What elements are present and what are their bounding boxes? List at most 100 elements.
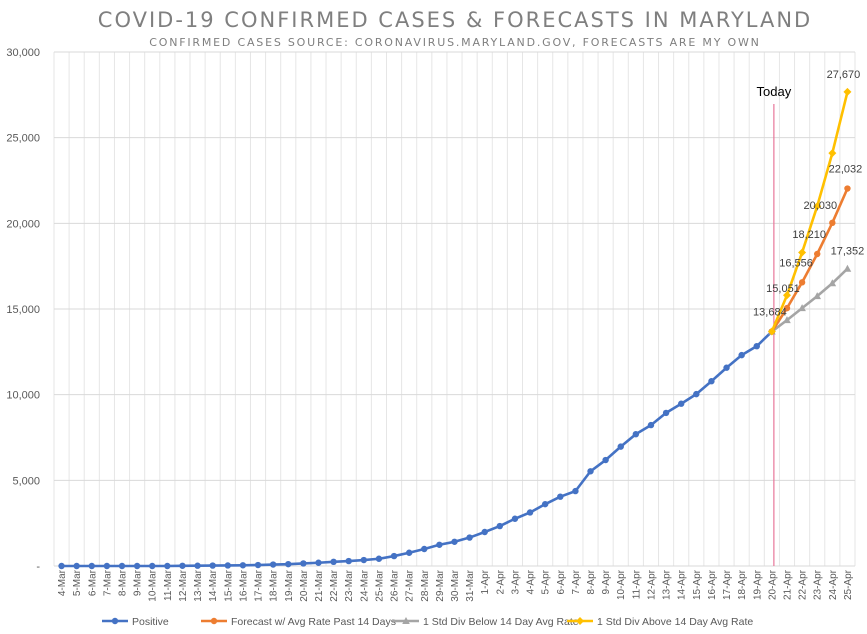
chart-title: COVID-19 CONFIRMED CASES & FORECASTS IN … bbox=[98, 8, 812, 32]
data-point bbox=[632, 430, 640, 438]
y-tick-label: 25,000 bbox=[6, 133, 40, 145]
data-point bbox=[330, 558, 337, 566]
data-point bbox=[58, 562, 65, 570]
data-point bbox=[511, 515, 519, 522]
x-tick-label: 4-Apr bbox=[526, 569, 537, 594]
data-label: 27,670 bbox=[827, 69, 861, 81]
x-tick-label: 19-Mar bbox=[284, 569, 295, 601]
data-point bbox=[118, 562, 126, 570]
y-axis: - 5,000 10,000 15,000 20,000 25,000 30,000 bbox=[6, 47, 40, 573]
x-tick-label: 22-Apr bbox=[798, 569, 809, 600]
y-tick-label: 30,000 bbox=[6, 47, 40, 59]
data-point bbox=[843, 264, 852, 272]
data-label: 18,210 bbox=[792, 229, 826, 241]
x-tick-label: 4-Mar bbox=[57, 569, 68, 596]
data-point bbox=[723, 364, 730, 371]
data-point bbox=[813, 202, 822, 211]
series-layer bbox=[58, 87, 852, 570]
y-tick-label: 5,000 bbox=[12, 475, 40, 487]
data-point bbox=[602, 456, 609, 464]
data-point bbox=[783, 316, 791, 324]
legend-label: 1 Std Div Below 14 Day Avg Rate bbox=[423, 616, 579, 628]
x-tick-label: 21-Mar bbox=[314, 569, 325, 601]
x-tick-label: 6-Apr bbox=[556, 569, 567, 594]
data-point bbox=[844, 185, 851, 192]
y-tick-label: 20,000 bbox=[6, 218, 40, 230]
x-tick-label: 20-Apr bbox=[767, 569, 778, 600]
x-tick-label: 13-Apr bbox=[662, 569, 673, 600]
series-line bbox=[770, 187, 849, 333]
data-point bbox=[375, 555, 383, 562]
today-annotation: Today bbox=[757, 84, 792, 566]
data-point bbox=[828, 279, 837, 287]
legend-label: Positive bbox=[132, 616, 169, 628]
data-point bbox=[88, 562, 95, 570]
data-point bbox=[738, 351, 745, 359]
data-point bbox=[753, 342, 760, 350]
x-tick-label: 25-Apr bbox=[843, 569, 854, 600]
data-point bbox=[209, 562, 216, 569]
x-tick-label: 24-Mar bbox=[359, 569, 370, 601]
data-point bbox=[73, 562, 80, 570]
data-point bbox=[798, 304, 806, 312]
x-tick-label: 3-Apr bbox=[510, 569, 521, 594]
data-point bbox=[828, 149, 837, 158]
x-tick-label: 25-Mar bbox=[374, 569, 385, 601]
x-tick-label: 31-Mar bbox=[465, 569, 476, 601]
x-tick-label: 8-Mar bbox=[118, 569, 129, 596]
data-label: 22,032 bbox=[829, 164, 863, 176]
data-point bbox=[421, 545, 428, 553]
legend-label: Forecast w/ Avg Rate Past 14 Days bbox=[231, 616, 396, 628]
data-point bbox=[541, 500, 549, 508]
data-point bbox=[149, 562, 156, 570]
data-point bbox=[402, 617, 410, 624]
data-point bbox=[315, 559, 322, 566]
data-point bbox=[164, 562, 171, 570]
data-point bbox=[194, 562, 201, 569]
x-tick-label: 29-Mar bbox=[435, 569, 446, 601]
x-tick-label: 6-Mar bbox=[87, 569, 98, 596]
x-tick-label: 9-Apr bbox=[601, 569, 612, 594]
y-tick-label: 10,000 bbox=[6, 390, 40, 402]
x-tick-label: 15-Apr bbox=[692, 569, 703, 600]
data-point bbox=[783, 304, 791, 312]
data-point bbox=[466, 534, 473, 541]
data-label: 17,352 bbox=[831, 246, 865, 258]
data-point bbox=[813, 292, 822, 300]
x-tick-label: 12-Mar bbox=[178, 569, 189, 601]
data-point bbox=[436, 541, 443, 548]
data-point bbox=[798, 248, 807, 257]
data-point bbox=[481, 528, 488, 536]
legend-item: 1 Std Div Above 14 Day Avg Rate bbox=[567, 616, 753, 628]
x-tick-label: 9-Mar bbox=[133, 569, 144, 596]
legend-item: Positive bbox=[102, 616, 169, 628]
series-0 bbox=[58, 328, 776, 570]
data-point bbox=[103, 562, 111, 570]
x-tick-label: 28-Mar bbox=[420, 569, 431, 601]
data-point bbox=[360, 556, 368, 564]
data-label: 13,684 bbox=[753, 307, 787, 319]
data-point bbox=[647, 421, 655, 429]
x-tick-label: 20-Mar bbox=[299, 569, 310, 601]
x-tick-label: 5-Apr bbox=[541, 569, 552, 594]
x-tick-label: 5-Mar bbox=[72, 569, 83, 596]
data-point bbox=[111, 617, 119, 625]
data-point bbox=[254, 561, 262, 569]
x-tick-label: 19-Apr bbox=[752, 569, 763, 600]
data-point bbox=[345, 557, 352, 565]
data-point bbox=[693, 390, 700, 398]
today-label: Today bbox=[757, 84, 792, 99]
x-tick-label: 8-Apr bbox=[586, 569, 597, 594]
data-point bbox=[239, 562, 247, 569]
data-point bbox=[526, 509, 534, 516]
data-point bbox=[814, 250, 821, 258]
legend-item: 1 Std Div Below 14 Day Avg Rate bbox=[393, 616, 579, 628]
y-tick-label: 15,000 bbox=[6, 304, 40, 316]
x-axis: 4-Mar 5-Mar 6-Mar 7-Mar 8-Mar 9-Mar 10-Mar 11-M… bbox=[57, 569, 854, 601]
data-point bbox=[662, 409, 670, 417]
data-point bbox=[300, 560, 307, 567]
legend-item: Forecast w/ Avg Rate Past 14 Days bbox=[201, 616, 396, 628]
data-point bbox=[798, 279, 806, 286]
x-tick-label: 11-Apr bbox=[631, 569, 642, 599]
